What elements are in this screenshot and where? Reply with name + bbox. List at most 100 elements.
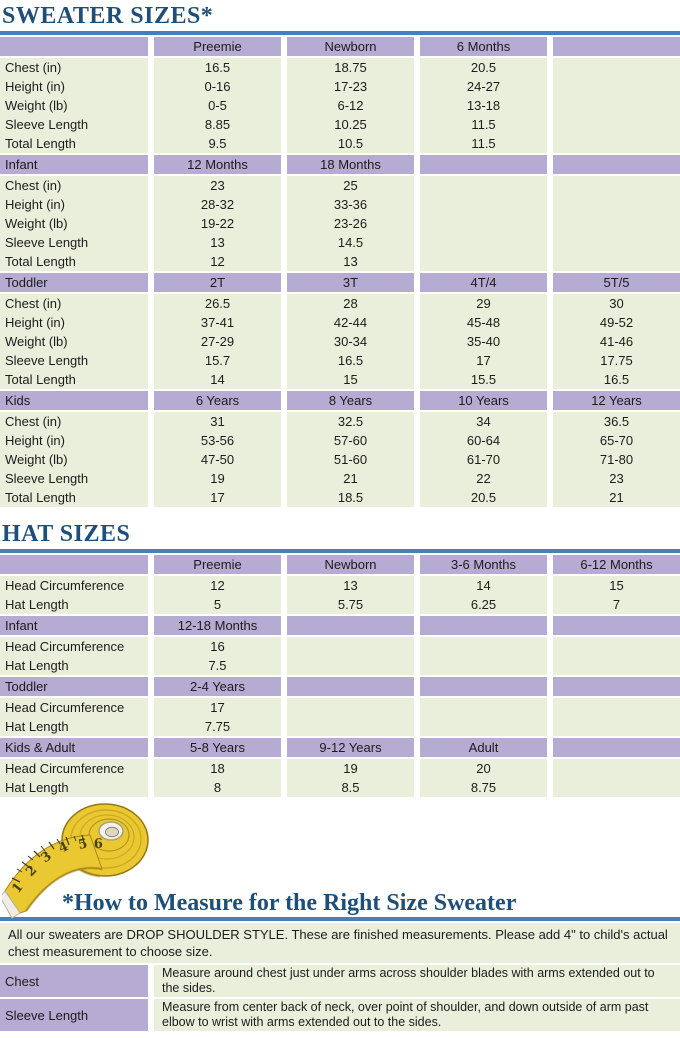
measure-row-sleeve-length: Sleeve Length Measure from center back o… xyxy=(0,999,680,1031)
table-row: Sleeve Length 13 14.5 xyxy=(0,233,680,252)
column-header-cell xyxy=(420,677,547,696)
value-cell: 7 xyxy=(553,595,680,614)
value-cell: 47-50 xyxy=(154,450,281,469)
value-cell: 17.75 xyxy=(553,351,680,370)
column-header-cell xyxy=(287,616,414,635)
measure-row-label: Chest xyxy=(0,965,148,997)
column-header-cell xyxy=(553,616,680,635)
table-row: Hat Length 8 8.5 8.75 xyxy=(0,778,680,797)
table-row: Chest (in) 16.5 18.75 20.5 xyxy=(0,58,680,77)
value-cell xyxy=(553,233,680,252)
value-cell: 22 xyxy=(420,469,547,488)
row-label-cell: Total Length xyxy=(0,134,148,153)
value-cell: 16.5 xyxy=(287,351,414,370)
column-header-cell: 5T/5 xyxy=(553,273,680,292)
value-cell xyxy=(287,698,414,717)
column-header-cell xyxy=(553,37,680,56)
value-cell xyxy=(553,134,680,153)
row-label-cell: Chest (in) xyxy=(0,294,148,313)
table-row: Head Circumference 12 13 14 15 xyxy=(0,576,680,595)
value-cell xyxy=(553,176,680,195)
tape-tip xyxy=(2,890,21,919)
row-label-cell: Sleeve Length xyxy=(0,115,148,134)
table-row: Height (in) 28-32 33-36 xyxy=(0,195,680,214)
row-label-cell: Total Length xyxy=(0,252,148,271)
value-cell: 20.5 xyxy=(420,58,547,77)
value-cell: 17 xyxy=(154,488,281,507)
table-row: Head Circumference 17 xyxy=(0,698,680,717)
value-cell xyxy=(420,176,547,195)
value-cell: 53-56 xyxy=(154,431,281,450)
value-cell: 14 xyxy=(420,576,547,595)
column-header-cell: 3-6 Months xyxy=(420,555,547,574)
section-label-cell: Toddler xyxy=(0,273,148,292)
row-label-cell: Chest (in) xyxy=(0,412,148,431)
column-header-cell: 9-12 Years xyxy=(287,738,414,757)
value-cell: 9.5 xyxy=(154,134,281,153)
value-cell: 15.7 xyxy=(154,351,281,370)
value-cell: 6.25 xyxy=(420,595,547,614)
column-header-cell: 12 Months xyxy=(154,155,281,174)
value-cell: 57-60 xyxy=(287,431,414,450)
table-row: Height (in) 37-41 42-44 45-48 49-52 xyxy=(0,313,680,332)
value-cell xyxy=(420,233,547,252)
value-cell: 6-12 xyxy=(287,96,414,115)
column-header-cell: Preemie xyxy=(154,37,281,56)
column-header-cell: 6 Years xyxy=(154,391,281,410)
table-row: Total Length 9.5 10.5 11.5 xyxy=(0,134,680,153)
svg-text:5: 5 xyxy=(77,837,89,853)
value-cell: 8.5 xyxy=(287,778,414,797)
row-label-cell: Head Circumference xyxy=(0,759,148,778)
value-cell: 7.5 xyxy=(154,656,281,675)
value-cell: 16.5 xyxy=(553,370,680,389)
tape-band: 1 2 3 4 5 6 xyxy=(2,834,104,919)
table-row: Sleeve Length 19 21 22 23 xyxy=(0,469,680,488)
row-label-cell: Sleeve Length xyxy=(0,469,148,488)
row-label-cell: Hat Length xyxy=(0,656,148,675)
value-cell xyxy=(553,96,680,115)
table-row: Sleeve Length 8.85 10.25 11.5 xyxy=(0,115,680,134)
value-cell xyxy=(420,214,547,233)
section-label-cell: Infant xyxy=(0,155,148,174)
value-cell: 13-18 xyxy=(420,96,547,115)
value-cell: 71-80 xyxy=(553,450,680,469)
value-cell xyxy=(553,77,680,96)
value-cell: 28-32 xyxy=(154,195,281,214)
section-header-row: Preemie Newborn 3-6 Months 6-12 Months xyxy=(0,555,680,574)
row-label-cell: Sleeve Length xyxy=(0,233,148,252)
value-cell: 42-44 xyxy=(287,313,414,332)
value-cell: 21 xyxy=(553,488,680,507)
section-label-cell xyxy=(0,555,148,574)
row-label-cell: Height (in) xyxy=(0,313,148,332)
column-header-cell: 2-4 Years xyxy=(154,677,281,696)
value-cell: 18.75 xyxy=(287,58,414,77)
value-cell: 31 xyxy=(154,412,281,431)
value-cell: 20.5 xyxy=(420,488,547,507)
value-cell: 32.5 xyxy=(287,412,414,431)
row-label-cell: Sleeve Length xyxy=(0,351,148,370)
value-cell: 8 xyxy=(154,778,281,797)
column-header-cell: 10 Years xyxy=(420,391,547,410)
table-row: Total Length 17 18.5 20.5 21 xyxy=(0,488,680,507)
table-row: Chest (in) 31 32.5 34 36.5 xyxy=(0,412,680,431)
measure-row-description: Measure around chest just under arms acr… xyxy=(154,965,680,997)
column-header-cell xyxy=(553,677,680,696)
value-cell xyxy=(287,717,414,736)
row-label-cell: Chest (in) xyxy=(0,58,148,77)
value-cell: 11.5 xyxy=(420,115,547,134)
row-label-cell: Weight (lb) xyxy=(0,332,148,351)
value-cell xyxy=(553,759,680,778)
value-cell xyxy=(553,58,680,77)
column-header-cell: 2T xyxy=(154,273,281,292)
svg-text:6: 6 xyxy=(94,837,104,852)
value-cell: 13 xyxy=(287,576,414,595)
value-cell xyxy=(553,778,680,797)
value-cell: 7.75 xyxy=(154,717,281,736)
measuring-tape-icon: 1 2 3 4 5 6 xyxy=(2,803,149,919)
table-row: Total Length 12 13 xyxy=(0,252,680,271)
table-row: Chest (in) 23 25 xyxy=(0,176,680,195)
table-row: Height (in) 0-16 17-23 24-27 xyxy=(0,77,680,96)
row-label-cell: Hat Length xyxy=(0,595,148,614)
measure-intro-text: All our sweaters are DROP SHOULDER STYLE… xyxy=(0,923,680,963)
column-header-cell xyxy=(553,155,680,174)
